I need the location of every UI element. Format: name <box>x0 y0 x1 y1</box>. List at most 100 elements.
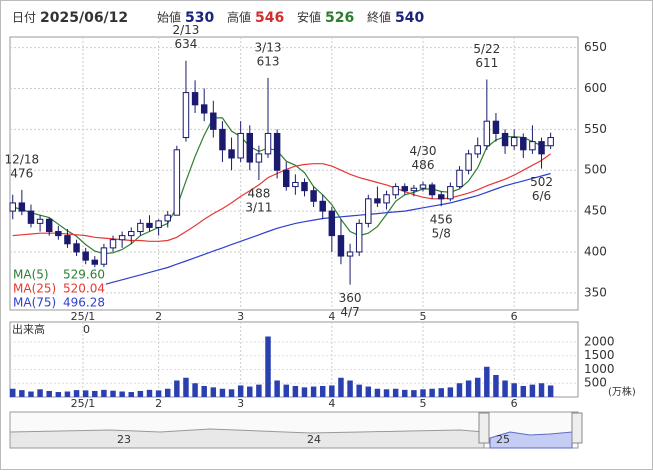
info-value: 546 <box>255 10 284 26</box>
volume-bar <box>137 390 144 397</box>
candle-body <box>264 132 272 155</box>
volume-bar <box>92 390 98 397</box>
annotation-value: 488 <box>247 187 270 201</box>
candle-body <box>483 120 491 147</box>
y-tick-label: 400 <box>584 244 607 258</box>
volume-bar <box>402 389 408 397</box>
info-value: 526 <box>325 10 354 26</box>
volume-tick-label: 1500 <box>584 348 615 362</box>
volume-bar <box>392 388 399 397</box>
candle-body <box>283 169 290 188</box>
candle-body <box>374 198 381 204</box>
annotation-value: 502 <box>530 175 553 189</box>
candle-body <box>36 218 44 224</box>
info-label: 安値 <box>297 10 321 25</box>
candle-body <box>428 184 436 196</box>
navigator-handle-right[interactable] <box>571 412 583 444</box>
candle-body <box>438 194 445 200</box>
legend-value: 520.04 <box>63 282 105 296</box>
volume-bar <box>329 385 335 397</box>
candle-body <box>27 210 35 224</box>
volume-bar <box>119 391 125 397</box>
volume-bar <box>101 389 107 397</box>
candle-body <box>182 92 190 139</box>
candle-body <box>401 186 409 192</box>
annotation-date: 5/8 <box>432 227 451 241</box>
volume-bar <box>356 384 362 397</box>
volume-bar <box>73 390 80 397</box>
volume-bar <box>283 384 289 397</box>
info-label: 始値 <box>157 10 181 25</box>
volume-bar <box>82 390 89 397</box>
candle-body <box>419 184 427 189</box>
y-tick-label: 650 <box>584 40 607 54</box>
candle-body <box>9 202 16 212</box>
volume-bar <box>511 383 517 397</box>
annotation-value: 611 <box>475 56 498 70</box>
info-label: 高値 <box>227 10 251 25</box>
navigator-label: 23 <box>117 433 131 446</box>
candle-body <box>410 187 418 192</box>
navigator-handle-left[interactable] <box>478 412 490 444</box>
volume-bar <box>37 389 43 397</box>
candle-body <box>246 132 254 163</box>
candle-body <box>255 153 263 163</box>
candle-body <box>200 104 208 114</box>
volume-bar <box>493 374 499 397</box>
volume-bar <box>183 377 189 397</box>
volume-bar <box>292 385 299 397</box>
annotation-value: 634 <box>175 37 198 51</box>
candle-body <box>319 200 326 212</box>
candle-body <box>465 153 472 171</box>
volume-bar <box>465 380 472 397</box>
candle-body <box>510 137 518 147</box>
volume-bar <box>174 380 180 397</box>
candle-body <box>292 181 299 188</box>
x-tick-label: 5 <box>420 310 427 323</box>
volume-current: 0 <box>83 323 90 336</box>
annotation-date: 4/30 <box>410 144 437 158</box>
candle-body <box>73 243 80 253</box>
volume-bar <box>274 380 280 397</box>
volume-unit: (万株) <box>608 385 636 398</box>
volume-bar <box>447 387 454 397</box>
navigator-selected <box>489 431 573 449</box>
candle-body <box>529 141 536 151</box>
x-tick-label: 25/1 <box>71 310 96 323</box>
volume-bar <box>529 384 536 397</box>
navigator-history <box>9 428 485 449</box>
info-value: 2025/06/12 <box>40 10 128 26</box>
candle-body <box>337 235 345 257</box>
volume-bar <box>247 386 253 397</box>
price-panel <box>9 36 579 311</box>
volume-bar <box>411 390 417 397</box>
volume-bar <box>420 389 426 397</box>
volume-bar <box>219 388 226 397</box>
candle-body <box>55 231 62 237</box>
x-tick-label: 6 <box>511 310 518 323</box>
volume-bar <box>10 388 16 397</box>
volume-bar <box>237 385 244 397</box>
candle-body <box>492 120 500 134</box>
volume-bar <box>438 388 444 397</box>
x-tick-label: 3 <box>237 397 244 410</box>
candle-body <box>538 141 545 155</box>
candle-body <box>355 222 363 253</box>
x-tick-label: 5 <box>420 397 427 410</box>
annotation-value: 486 <box>412 158 435 172</box>
candle-body <box>365 198 372 224</box>
candle-body <box>219 128 226 151</box>
candle-body <box>501 132 509 147</box>
candle-body <box>383 194 390 204</box>
y-tick-label: 450 <box>584 204 607 218</box>
legend-value: 529.60 <box>63 268 105 282</box>
candle-body <box>346 251 354 257</box>
volume-bar <box>301 387 308 397</box>
x-tick-label: 6 <box>511 397 518 410</box>
x-tick-label: 4 <box>328 310 335 323</box>
volume-bar <box>347 380 353 397</box>
legend-value: 496.28 <box>63 296 105 310</box>
candle-body <box>392 186 399 196</box>
annotation-date: 6/6 <box>532 189 551 203</box>
